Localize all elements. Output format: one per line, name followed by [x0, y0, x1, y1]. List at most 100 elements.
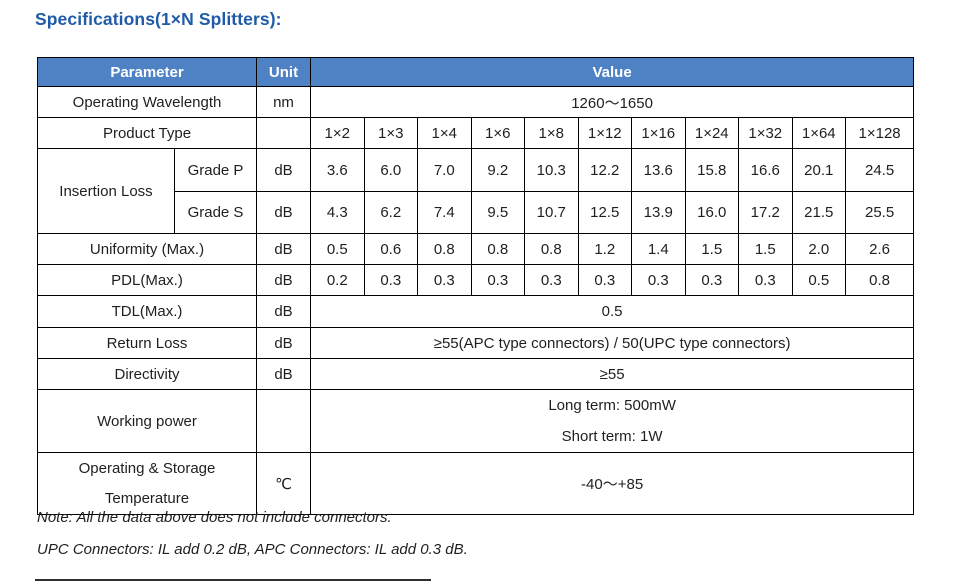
value-cell: 20.1: [791, 148, 847, 192]
unit-cell: dB: [256, 327, 312, 359]
value-cell: 1×4: [417, 117, 472, 149]
value-cell: 9.5: [470, 191, 526, 234]
value-cell: 12.2: [577, 148, 633, 192]
value-cell: 7.0: [417, 148, 472, 192]
value-cell: 1×64: [791, 117, 847, 149]
value-cell: 1×12: [577, 117, 633, 149]
header-cell-value: Value: [310, 57, 915, 87]
param-label: Operating & Storage Temperature: [36, 452, 258, 515]
param-label-insertion-loss: Insertion Loss: [37, 148, 175, 234]
value-cell: 6.0: [363, 148, 419, 192]
param-label: PDL(Max.): [36, 264, 258, 296]
row-working-power: Working power Long term: 500mW Short ter…: [36, 389, 915, 453]
unit-cell: ℃: [256, 452, 312, 515]
row-insertion-loss-grade-s: Grade S dB 4.3 6.2 7.4 9.5 10.7 12.5 13.…: [38, 191, 915, 234]
value-cell: 1.5: [684, 233, 740, 265]
value-cell: 0.8: [417, 233, 472, 265]
value-cell: 0.8: [845, 264, 915, 296]
row-return-loss: Return Loss dB ≥55(APC type connectors) …: [36, 327, 915, 359]
unit-cell: dB: [256, 358, 312, 390]
value-cell: 25.5: [845, 191, 915, 234]
value-cell: 1×16: [631, 117, 686, 149]
param-label: Directivity: [36, 358, 258, 390]
param-label: Working power: [36, 389, 258, 453]
unit-cell: [256, 389, 312, 453]
row-directivity: Directivity dB ≥55: [36, 358, 915, 390]
value-cell: 0.3: [577, 264, 633, 296]
value-cell: 0.3: [470, 264, 526, 296]
value-cell: 1×6: [470, 117, 526, 149]
row-operating-wavelength: Operating Wavelength nm 1260～1650: [36, 86, 915, 118]
row-pdl: PDL(Max.) dB 0.2 0.3 0.3 0.3 0.3 0.3 0.3…: [36, 264, 915, 296]
value-cell: 9.2: [470, 148, 526, 192]
value-cell: 12.5: [577, 191, 633, 234]
value-cell: 2.6: [845, 233, 915, 265]
value-cell: 1260～1650: [310, 86, 915, 118]
value-cell: -40～+85: [310, 452, 915, 515]
value-cell: 0.3: [684, 264, 740, 296]
unit-cell: dB: [256, 233, 312, 265]
value-cell: 0.6: [363, 233, 419, 265]
value-cell: ≥55: [310, 358, 915, 390]
value-cell: 21.5: [791, 191, 847, 234]
value-cell: Long term: 500mW Short term: 1W: [310, 389, 915, 453]
unit-cell: dB: [256, 148, 312, 192]
header-cell-unit: Unit: [256, 57, 312, 87]
value-cell: 13.6: [631, 148, 686, 192]
value-cell: 1×3: [363, 117, 419, 149]
value-cell: 1×8: [524, 117, 579, 149]
value-cell: 10.7: [524, 191, 579, 234]
value-cell: 0.8: [524, 233, 579, 265]
param-sublabel: Grade P: [173, 148, 258, 192]
value-cell: 4.3: [310, 191, 365, 234]
unit-cell: nm: [256, 86, 312, 118]
working-power-short-term: Short term: 1W: [561, 428, 663, 445]
value-cell: 1×24: [684, 117, 740, 149]
header-cell-parameter: Parameter: [36, 57, 258, 87]
value-cell: 24.5: [845, 148, 915, 192]
value-cell: 1.5: [738, 233, 793, 265]
value-cell: 17.2: [738, 191, 793, 234]
temperature-label: Operating & Storage Temperature: [78, 459, 216, 507]
param-label: Product Type: [36, 117, 258, 149]
value-cell: 0.3: [417, 264, 472, 296]
param-label: TDL(Max.): [36, 295, 258, 328]
header-row: Parameter Unit Value: [36, 57, 915, 87]
row-uniformity: Uniformity (Max.) dB 0.5 0.6 0.8 0.8 0.8…: [36, 233, 915, 265]
value-cell: 1×2: [310, 117, 365, 149]
value-cell: 0.5: [310, 233, 365, 265]
row-tdl: TDL(Max.) dB 0.5: [36, 295, 915, 328]
param-label: Operating Wavelength: [36, 86, 258, 118]
value-cell: 15.8: [684, 148, 740, 192]
value-cell: 0.3: [738, 264, 793, 296]
value-cell: 0.2: [310, 264, 365, 296]
value-cell: 1.4: [631, 233, 686, 265]
value-cell: 3.6: [310, 148, 365, 192]
spec-table: Parameter Unit Value Operating Wavelengt…: [36, 57, 915, 515]
value-cell: 0.5: [791, 264, 847, 296]
value-cell: 16.0: [684, 191, 740, 234]
next-table-top-edge: [35, 579, 431, 581]
value-cell: 16.6: [738, 148, 793, 192]
value-cell: 10.3: [524, 148, 579, 192]
note-connectors: Note: All the data above does not includ…: [37, 509, 392, 526]
value-cell: ≥55(APC type connectors) / 50(UPC type c…: [310, 327, 915, 359]
param-sublabel: Grade S: [173, 191, 258, 234]
value-cell: 1×32: [738, 117, 793, 149]
value-cell: 0.3: [363, 264, 419, 296]
value-cell: 1.2: [577, 233, 633, 265]
value-cell: 13.9: [631, 191, 686, 234]
unit-cell: dB: [256, 264, 312, 296]
param-label: Uniformity (Max.): [36, 233, 258, 265]
note-connector-il: UPC Connectors: IL add 0.2 dB, APC Conne…: [37, 541, 468, 558]
unit-cell: dB: [256, 295, 312, 328]
unit-cell: [256, 117, 312, 149]
param-label: Return Loss: [36, 327, 258, 359]
row-product-type: Product Type 1×2 1×3 1×4 1×6 1×8 1×12 1×…: [36, 117, 915, 149]
value-cell: 0.3: [524, 264, 579, 296]
value-cell: 0.3: [631, 264, 686, 296]
value-cell: 7.4: [417, 191, 472, 234]
value-cell: 0.5: [310, 295, 915, 328]
page-title: Specifications(1×N Splitters):: [35, 9, 282, 29]
